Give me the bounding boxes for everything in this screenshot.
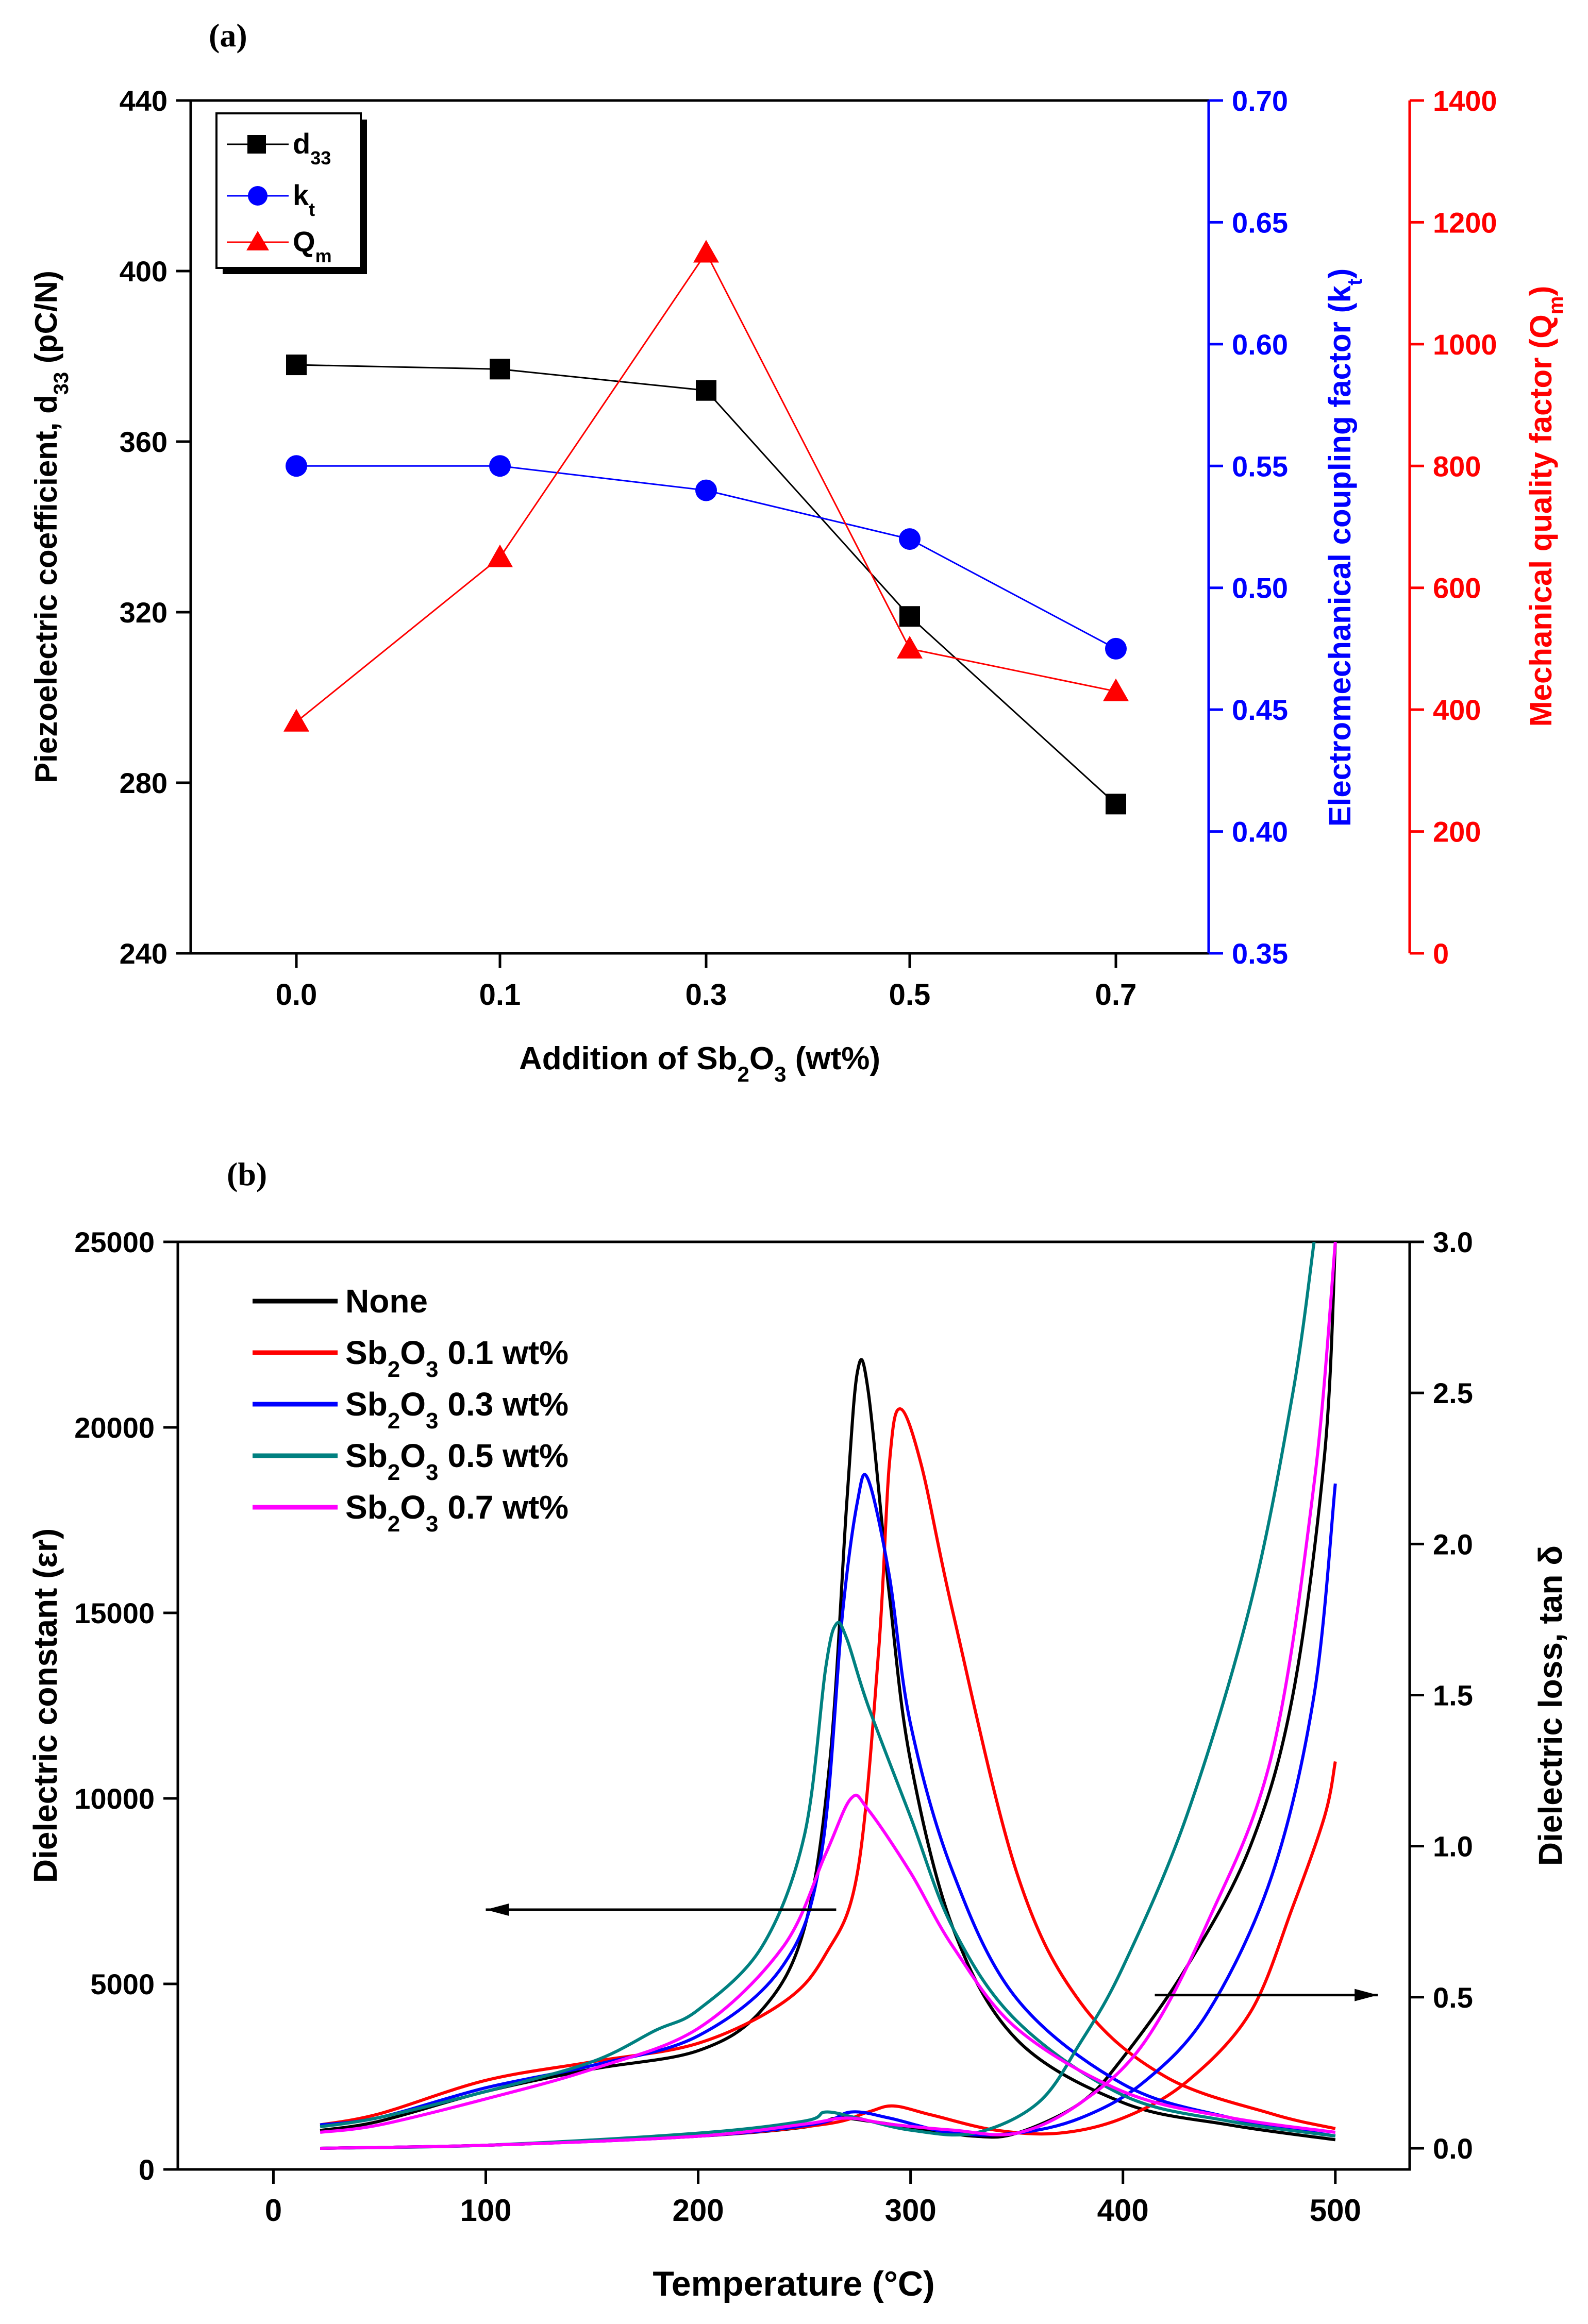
legend-label-0: None: [345, 1283, 428, 1320]
legend-b: None Sb2O3 0.1 wt%Sb2O3 0.3 wt%Sb2O3 0.5 …: [253, 1283, 569, 1537]
y2-axis-title: Dielectric loss, tan δ: [1532, 1545, 1569, 1866]
y-tick-label: 15000: [74, 1597, 155, 1629]
x-tick-label: 100: [460, 2193, 511, 2228]
d33-marker: [286, 355, 307, 376]
y-tick-label: 5000: [90, 1968, 155, 2000]
kt-tick-label: 0.55: [1232, 450, 1288, 482]
legend-kt-label: kt: [293, 179, 315, 220]
d33-marker: [1106, 794, 1126, 815]
y-tick-label: 25000: [74, 1226, 155, 1258]
arrow-right-head: [1355, 1989, 1378, 2001]
dielectric-constant-curve-0: [320, 1358, 1336, 2142]
x-tick-label: 300: [885, 2193, 937, 2228]
kt-tick-label: 0.70: [1232, 85, 1288, 117]
kt-marker: [286, 455, 307, 477]
dielectric-loss-curve-0: [320, 1242, 1337, 2150]
legend-a: d33 kt Qm: [215, 112, 367, 274]
kt-marker: [1105, 637, 1127, 660]
x-tick-label: 200: [673, 2193, 724, 2228]
chart-a: 2402803203604004400.350.400.450.500.550.…: [29, 85, 1567, 1086]
x-tick-label: 0.0: [276, 978, 317, 1012]
x-tick-label: 0.1: [479, 978, 521, 1012]
legend-label-2: Sb2O3 0.3 wt%: [345, 1386, 569, 1434]
dielectric-constant-curve-3: [320, 1621, 1336, 2138]
kt-marker: [899, 528, 921, 550]
d33-axis-title: Piezoelectric coefficient, d33 (pC/N): [29, 271, 73, 783]
d33-tick-label: 360: [120, 426, 168, 458]
legend-label-4: Sb2O3 0.7 wt%: [345, 1489, 569, 1537]
qm-tick-label: 400: [1433, 694, 1481, 726]
dielectric-loss-curve-4: [320, 1242, 1337, 2150]
panel-label-a: (a): [209, 17, 247, 54]
y2-tick-label: 0.5: [1433, 1981, 1473, 2014]
series-d33-line: [296, 364, 1117, 805]
Qm-marker: [1103, 678, 1129, 701]
x-tick-label: 0.3: [686, 978, 727, 1012]
legend-kt-marker: [248, 186, 268, 206]
qm-tick-label: 200: [1433, 816, 1481, 848]
chart-b: 0 100 200 300 400 500050001000015000200002500…: [27, 1226, 1569, 2303]
plot-frame-b: [176, 1240, 1411, 2171]
kt-tick-label: 0.60: [1232, 328, 1288, 361]
y2-tick-label: 0.0: [1433, 2132, 1473, 2165]
d33-tick-label: 280: [120, 767, 168, 799]
kt-tick-label: 0.50: [1232, 572, 1288, 604]
x-tick-label: 500: [1310, 2193, 1361, 2228]
y-axis-title: Dielectric constant (εr): [27, 1528, 64, 1883]
dielectric-constant-curve-4: [320, 1793, 1336, 2134]
kt-axis-title: Electromechanical coupling factor (kt): [1323, 268, 1366, 827]
kt-marker: [695, 479, 717, 501]
y-tick-label: 0: [139, 2153, 155, 2186]
qm-tick-label: 1000: [1433, 328, 1497, 361]
legend-Qm-label: Qm: [293, 225, 332, 266]
curves-b: [320, 1242, 1337, 2150]
d33-tick-label: 440: [120, 85, 168, 117]
legend-d33-marker: [247, 135, 266, 154]
Qm-marker: [897, 635, 923, 659]
x-axis-title: Addition of Sb2O3 (wt%): [519, 1041, 880, 1086]
Qm-marker: [693, 240, 719, 263]
x-tick-label: 0.5: [889, 978, 931, 1012]
d33-tick-label: 400: [120, 255, 168, 288]
legend-d33-label: d33: [293, 127, 331, 169]
qm-tick-label: 0: [1433, 937, 1449, 970]
qm-tick-label: 1400: [1433, 85, 1497, 117]
y2-tick-label: 1.0: [1433, 1830, 1473, 1863]
panel-label-b: (b): [227, 1156, 267, 1192]
y2-tick-label: 2.0: [1433, 1528, 1473, 1560]
d33-marker: [490, 359, 510, 380]
x-tick-label: 400: [1097, 2193, 1149, 2228]
d33-marker: [899, 606, 920, 627]
legend-Qm-marker: [246, 231, 269, 250]
y2-tick-label: 2.5: [1433, 1377, 1473, 1409]
d33-marker: [696, 380, 716, 401]
legend-label-3: Sb2O3 0.5 wt%: [345, 1437, 569, 1485]
kt-tick-label: 0.65: [1232, 206, 1288, 239]
dielectric-loss-curve-3: [320, 1242, 1316, 2150]
qm-tick-label: 1200: [1433, 206, 1497, 239]
arrow-left-head: [486, 1904, 509, 1916]
y2-tick-label: 3.0: [1433, 1226, 1473, 1258]
y-tick-label: 20000: [74, 1411, 155, 1444]
x-tick-label: 0.7: [1095, 978, 1137, 1012]
Qm-marker: [487, 544, 513, 567]
d33-tick-label: 240: [120, 937, 168, 970]
d33-tick-label: 320: [120, 596, 168, 629]
legend-box: [215, 112, 362, 269]
x-tick-label: 0: [265, 2193, 282, 2228]
y2-tick-label: 1.5: [1433, 1679, 1473, 1711]
x-axis-title: Temperature (°C): [653, 2264, 934, 2303]
kt-tick-label: 0.45: [1232, 694, 1288, 726]
legend-label-1: Sb2O3 0.1 wt%: [345, 1334, 569, 1382]
Qm-marker: [283, 709, 309, 732]
kt-tick-label: 0.40: [1232, 816, 1288, 848]
kt-marker: [489, 455, 511, 477]
kt-tick-label: 0.35: [1232, 937, 1288, 970]
qm-axis-title: Mechanical quality factor (Qm): [1524, 286, 1567, 727]
qm-tick-label: 800: [1433, 450, 1481, 482]
dielectric-constant-curve-2: [320, 1473, 1336, 2138]
y-tick-label: 10000: [74, 1782, 155, 1815]
qm-tick-label: 600: [1433, 572, 1481, 604]
